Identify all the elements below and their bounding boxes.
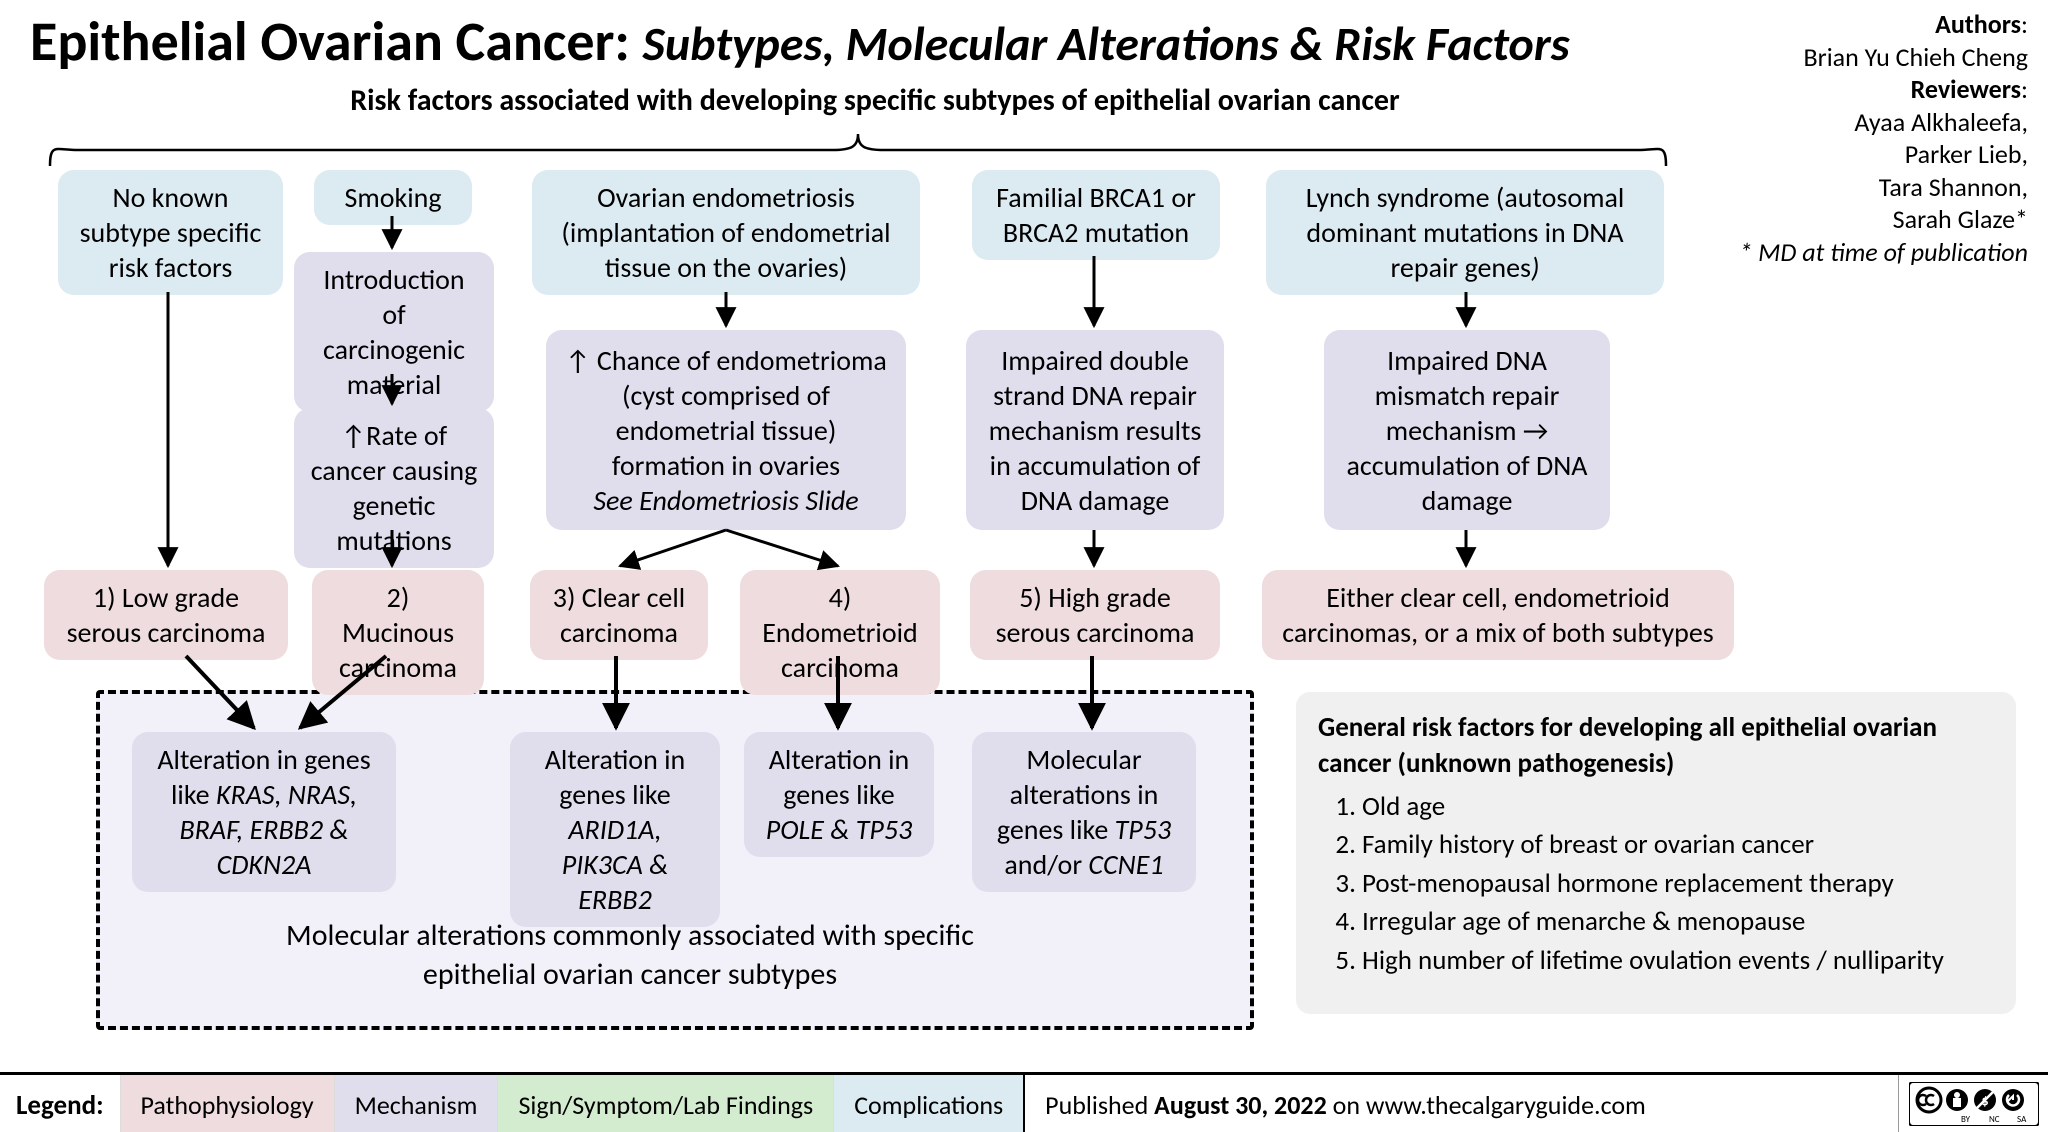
legend-chip: Sign/Symptom/Lab Findings [497,1075,833,1132]
svg-text:NC: NC [1989,1114,2000,1125]
authors: Brian Yu Chieh Cheng [1728,41,2028,74]
cc-license-icon: $ BY NC SA [1898,1075,2048,1132]
subtitle: Risk factors associated with developing … [30,82,1720,119]
node-p2: 2) Mucinous carcinoma [312,570,484,695]
legend-items: PathophysiologyMechanismSign/Symptom/Lab… [120,1075,1024,1132]
node-m_dsb: Impaired double strand DNA repair mechan… [966,330,1224,530]
general-risk-factors: General risk factors for developing all … [1296,692,2016,1014]
svg-text:SA: SA [2017,1114,2027,1125]
node-p5: 5) High grade serous carcinoma [970,570,1220,660]
node-m_carcin: Introduction of carcinogenic material [294,252,494,412]
node-p3: 3) Clear cell carcinoma [530,570,708,660]
title-block: Epithelial Ovarian Cancer: Subtypes, Mol… [30,8,1720,119]
node-r_noknown: No known subtype specific risk factors [58,170,283,295]
general-list-item: Old age [1362,789,1994,825]
node-p_either: Either clear cell, endometrioid carcinom… [1262,570,1734,660]
brace-icon [48,132,1668,168]
title-main: Epithelial Ovarian Cancer: [30,8,643,76]
node-r_endo: Ovarian endometriosis (implantation of e… [532,170,920,295]
node-r_smoking: Smoking [314,170,472,225]
node-m_endo: ↑ Chance of endometrioma (cyst comprised… [546,330,906,530]
general-list-item: High number of lifetime ovulation events… [1362,943,1994,979]
node-r_lynch: Lynch syndrome (autosomal dominant mutat… [1266,170,1664,295]
node-m_mmr: Impaired DNA mismatch repair mechanism →… [1324,330,1610,530]
reviewers: Ayaa Alkhaleefa,Parker Lieb,Tara Shannon… [1728,106,2028,236]
footer: Legend: PathophysiologyMechanismSign/Sym… [0,1072,2048,1132]
legend-label: Legend: [0,1075,120,1132]
node-r_brca: Familial BRCA1 or BRCA2 mutation [972,170,1220,260]
svg-text:BY: BY [1961,1114,1971,1125]
node-m_genes3: Alteration in genes like ARID1A, PIK3CA … [510,732,720,927]
general-heading: General risk factors for developing all … [1318,710,1994,783]
title-sub: Subtypes, Molecular Alterations & Risk F… [643,14,1570,73]
general-list-item: Family history of breast or ovarian canc… [1362,827,1994,863]
node-p1: 1) Low grade serous carcinoma [44,570,288,660]
published: Published August 30, 2022 on www.thecalg… [1023,1075,1898,1132]
legend-chip: Complications [833,1075,1023,1132]
legend-chip: Pathophysiology [120,1075,334,1132]
reviewers-label: Reviewers [1911,73,2021,105]
authors-label: Authors [1935,8,2021,40]
node-m_genes4: Alteration in genes like POLE & TP53 [744,732,934,857]
legend-chip: Mechanism [334,1075,498,1132]
credits: Authors: Brian Yu Chieh Cheng Reviewers:… [1728,8,2028,268]
molecular-alterations-caption: Molecular alterations commonly associate… [280,916,980,994]
node-m_genes5: Molecular alterations in genes like TP53… [972,732,1196,892]
node-m_rate: ↑Rate of cancer causing genetic mutation… [294,408,494,568]
general-list-item: Irregular age of menarche & menopause [1362,904,1994,940]
credits-note: * MD at time of publication [1728,236,2028,269]
general-list-item: Post-menopausal hormone replacement ther… [1362,866,1994,902]
general-list: Old ageFamily history of breast or ovari… [1362,789,1994,979]
node-m_genes1: Alteration in genes like KRAS, NRAS, BRA… [132,732,396,892]
node-p4: 4) Endometrioid carcinoma [740,570,940,695]
